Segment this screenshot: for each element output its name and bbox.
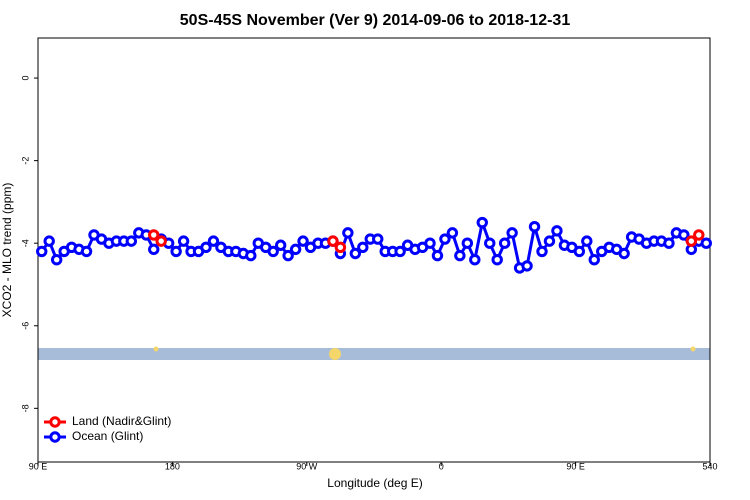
data-point	[43, 235, 55, 247]
y-tick-label: 0	[20, 76, 30, 81]
data-point	[573, 245, 586, 258]
data-point	[543, 235, 556, 247]
x-tick-label: 90 E	[29, 461, 48, 471]
data-point	[274, 239, 287, 251]
data-point	[207, 235, 220, 247]
y-axis-label: XCO2 - MLO trend (ppm)	[0, 183, 14, 318]
data-point	[349, 247, 362, 260]
x-tick-label: 540	[702, 461, 717, 471]
x-axis-label: Longitude (deg E)	[327, 476, 422, 490]
chart-title: 50S-45S November (Ver 9) 2014-09-06 to 2…	[180, 12, 571, 29]
data-point	[454, 249, 466, 262]
legend-label: Ocean (Glint)	[72, 429, 143, 443]
y-tick-label: -4	[20, 239, 30, 247]
data-point	[289, 243, 302, 256]
data-point	[170, 245, 182, 258]
x-tick-label: 0	[439, 461, 444, 471]
legend-marker	[49, 431, 61, 443]
data-point	[200, 241, 212, 254]
data-point	[528, 220, 541, 233]
data-point	[155, 235, 167, 247]
data-point	[693, 229, 705, 241]
data-point	[476, 216, 488, 229]
x-tick-label: 180	[165, 461, 180, 471]
data-point	[50, 254, 63, 266]
data-point	[588, 254, 600, 266]
data-point	[334, 241, 347, 254]
data-point	[618, 247, 630, 260]
land-spot	[153, 346, 159, 352]
data-point	[297, 235, 309, 247]
data-point	[491, 254, 503, 266]
legend-marker	[49, 416, 61, 428]
data-point	[581, 235, 593, 247]
data-point	[267, 245, 279, 258]
data-point	[424, 237, 436, 249]
data-point	[394, 245, 406, 258]
data-point	[461, 237, 474, 249]
data-point	[80, 245, 93, 258]
data-point	[498, 237, 511, 249]
data-point	[506, 227, 518, 239]
data-point	[148, 243, 160, 256]
data-point	[282, 249, 294, 262]
data-point	[177, 235, 190, 247]
x-tick-label: 90 W	[296, 461, 318, 471]
data-point	[536, 245, 548, 258]
land-spot	[329, 348, 341, 360]
data-point	[663, 237, 675, 249]
data-point	[678, 229, 690, 241]
y-tick-label: -2	[20, 157, 30, 165]
data-point	[125, 235, 138, 247]
data-point	[245, 249, 257, 262]
data-point	[342, 227, 354, 239]
data-point	[36, 245, 48, 258]
y-tick-label: -6	[20, 322, 30, 330]
data-point	[439, 233, 451, 245]
y-tick-label: -8	[20, 404, 30, 412]
surface-band	[38, 348, 710, 360]
data-point	[484, 237, 496, 249]
data-point	[148, 229, 160, 241]
land-spot	[690, 346, 696, 352]
data-point	[327, 235, 339, 247]
legend-label: Land (Nadir&Glint)	[72, 414, 171, 428]
data-point	[431, 249, 444, 262]
data-point	[446, 227, 459, 239]
data-point	[521, 260, 533, 272]
data-point	[700, 237, 712, 249]
data-point	[551, 225, 563, 237]
x-tick-label: 90 E	[566, 461, 585, 471]
data-point	[357, 241, 369, 254]
data-point	[685, 235, 698, 247]
data-point	[372, 233, 384, 245]
data-point	[469, 254, 481, 266]
